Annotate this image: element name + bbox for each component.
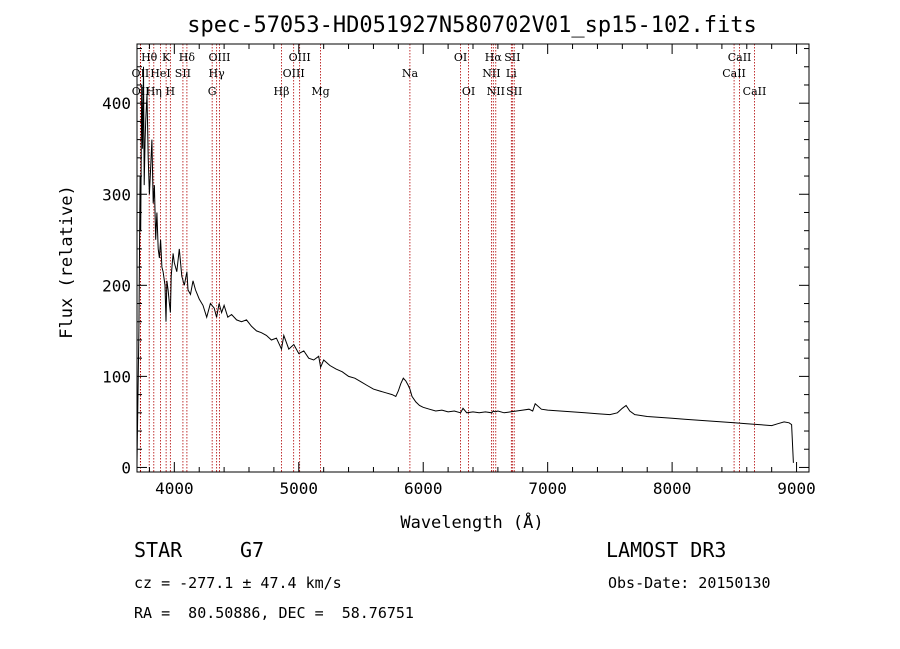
line-label-17: OI: [454, 51, 467, 64]
line-label-6: H: [166, 85, 176, 98]
line-label-5: K: [162, 51, 171, 64]
y-tick-label: 100: [102, 367, 131, 386]
line-label-4: HeI: [150, 67, 170, 80]
line-label-18: OI: [462, 85, 475, 98]
line-label-25: CaII: [722, 67, 746, 80]
line-label-27: CaII: [743, 85, 767, 98]
line-label-11: OIII: [208, 51, 230, 64]
line-label-24: SII: [506, 85, 522, 98]
y-tick-label: 0: [121, 458, 131, 477]
line-label-14: OIII: [289, 51, 311, 64]
x-tick-label: 8000: [653, 479, 692, 498]
y-tick-label: 300: [102, 185, 131, 204]
survey-name: LAMOST DR3: [606, 538, 727, 562]
axis-ticks: [137, 44, 809, 472]
line-markers: [139, 44, 755, 472]
obs-date-text: Obs-Date: 20150130: [608, 574, 771, 592]
line-label-16: Na: [402, 67, 419, 80]
y-tick-label: 400: [102, 94, 131, 113]
plot-frame: [136, 43, 810, 473]
x-tick-label: 4000: [155, 479, 194, 498]
line-label-20: Hα: [485, 51, 503, 64]
x-tick-label: 7000: [528, 479, 567, 498]
line-label-21: NII: [487, 85, 505, 98]
line-label-12: Hβ: [274, 85, 290, 98]
x-tick-label: 9000: [777, 479, 816, 498]
line-label-19: NII: [482, 67, 500, 80]
line-label-26: CaII: [728, 51, 752, 64]
x-tick-label: 5000: [280, 479, 319, 498]
chart-title: spec-57053-HD051927N580702V01_sp15-102.f…: [187, 13, 757, 38]
axis-tick-labels: 4000 5000 6000 7000 8000 9000 0 100 200 300 400: [102, 94, 816, 498]
redshift-text: cz = -277.1 ± 47.4 km/s: [134, 574, 342, 592]
x-axis-label: Wavelength (Å): [400, 511, 543, 533]
line-label-3: Hη: [146, 85, 162, 98]
spectrum-series-line: [136, 66, 794, 463]
x-tick-label: 6000: [404, 479, 443, 498]
line-label-15: Mg: [311, 85, 329, 98]
object-subclass: G7: [240, 538, 265, 562]
line-label-8: Hδ: [179, 51, 196, 64]
line-label-1: OII: [132, 85, 150, 98]
line-labels: OII OII Hθ Hη HeI K H SII Hδ G Hγ OIII Hβ OIII OIII Mg N…: [132, 51, 767, 98]
line-label-7: SII: [175, 67, 191, 80]
line-label-22: SII: [504, 51, 520, 64]
y-axis-label: Flux (relative): [57, 185, 77, 339]
line-label-13: OIII: [283, 67, 305, 80]
line-label-9: G: [208, 85, 217, 98]
object-class: STAR: [134, 538, 183, 562]
line-label-23: Li: [506, 67, 517, 80]
line-label-10: Hγ: [209, 67, 226, 80]
y-tick-label: 200: [102, 276, 131, 295]
coordinates-text: RA = 80.50886, DEC = 58.76751: [134, 604, 414, 622]
line-label-2: Hθ: [141, 51, 158, 64]
line-label-0: OII: [132, 67, 150, 80]
